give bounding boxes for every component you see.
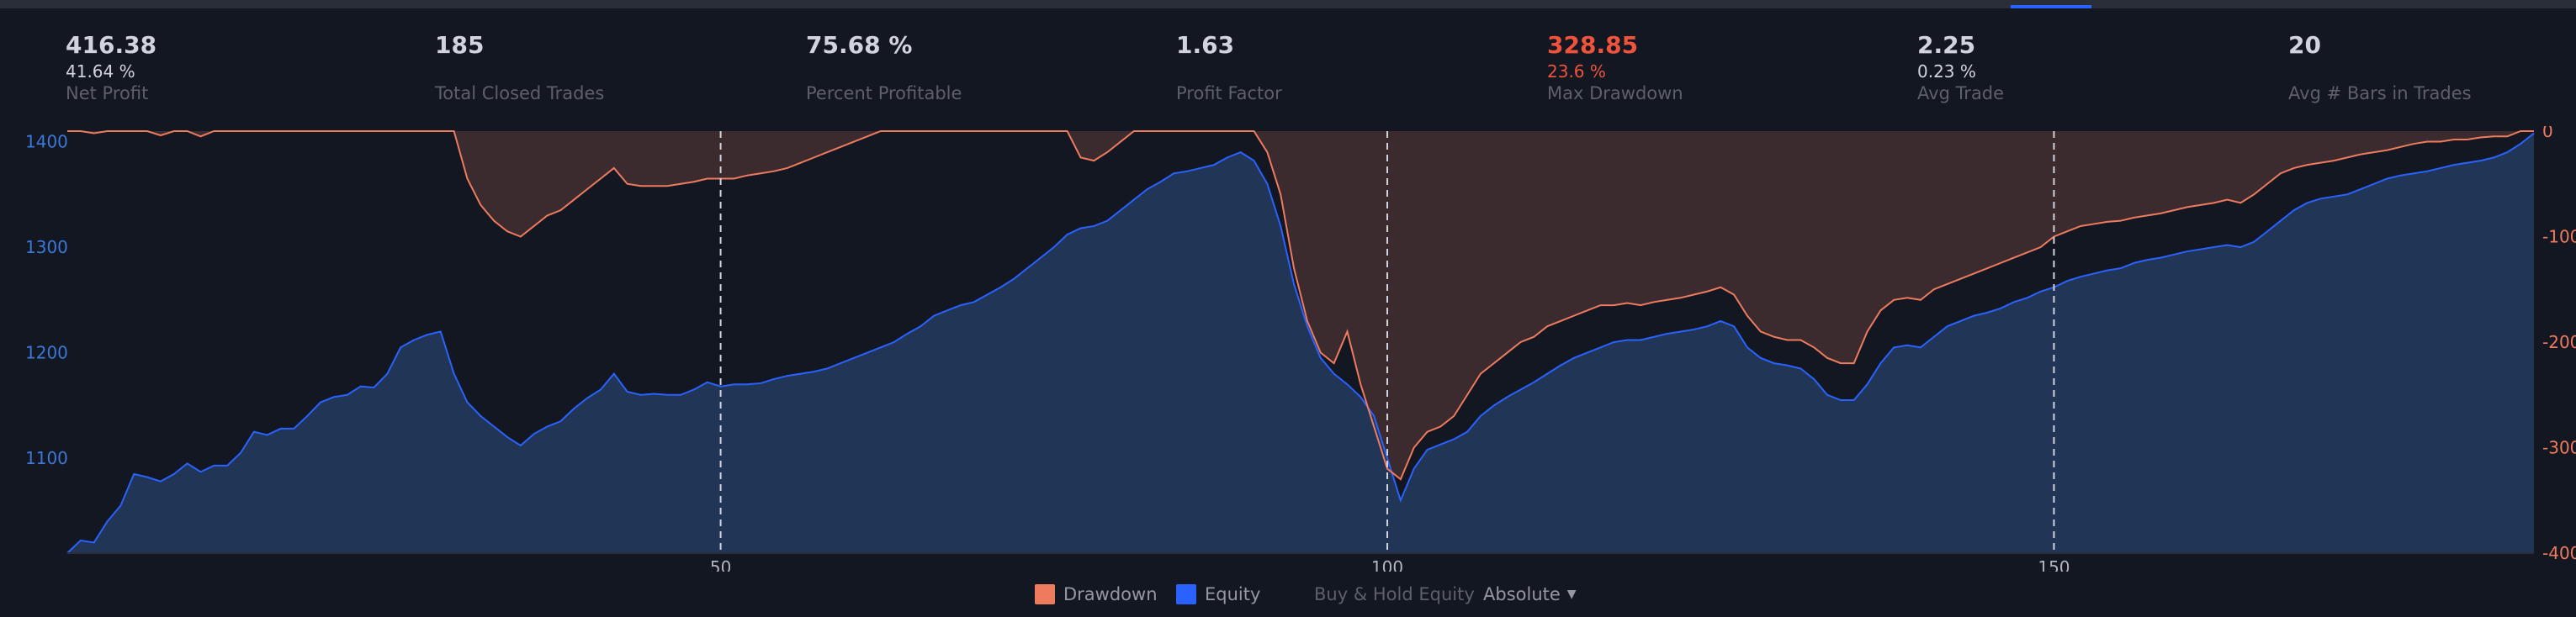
y-left-tick-label-1100: 1100	[25, 448, 68, 468]
stat-subvalue: 41.64 %	[66, 61, 135, 82]
legend-equity-label: Equity	[1205, 584, 1261, 604]
stat-value: 2.25	[1917, 31, 1976, 59]
stat-value: 328.85	[1547, 31, 1639, 59]
equity-line	[66, 132, 2535, 554]
legend-equity[interactable]: Equity	[1176, 582, 1260, 607]
y-left-tick-label-1200: 1200	[25, 343, 68, 363]
legend-buy-hold[interactable]: Buy & Hold Equity	[1314, 582, 1475, 607]
stat-label: Avg # Bars in Trades	[2288, 83, 2472, 103]
stat-value: 185	[435, 31, 485, 59]
y-right-tick-label--400: -400	[2542, 543, 2576, 563]
stat-value: 1.63	[1176, 31, 1235, 59]
legend-buy-hold-label: Buy & Hold Equity	[1314, 584, 1475, 604]
stat-subvalue	[806, 61, 962, 82]
stat-label: Percent Profitable	[806, 83, 962, 103]
drawdown-line	[67, 130, 2534, 481]
legend-item-equity[interactable]: Equity	[1176, 584, 1260, 604]
stat-label: Profit Factor	[1176, 83, 1282, 103]
equity-swatch	[1176, 584, 1196, 604]
chevron-down-icon: ▼	[1566, 588, 1577, 601]
x-tick-label-50: 50	[710, 557, 731, 572]
y-right-tick-label--300: -300	[2542, 438, 2576, 458]
stat-avg-trade: 2.25 0.23 % Avg Trade	[1917, 30, 2004, 104]
stat-net-profit: 416.38 41.64 % Net Profit	[66, 30, 156, 104]
stat-subvalue: 23.6 %	[1547, 61, 1606, 82]
scale-mode-select[interactable]: Absolute ▼	[1483, 584, 1577, 604]
y-right-tick-label--200: -200	[2542, 332, 2576, 352]
y-right-tick-label--100: -100	[2542, 227, 2576, 247]
active-tab-indicator	[2011, 5, 2091, 8]
stat-total-closed-trades: 185 Total Closed Trades	[435, 30, 604, 104]
drawdown-area	[67, 131, 2534, 480]
legend-item-buy-hold[interactable]: Buy & Hold Equity	[1314, 584, 1475, 604]
stat-label: Avg Trade	[1917, 83, 2005, 103]
y-left-tick-label-1400: 1400	[25, 132, 68, 152]
stat-percent-profitable: 75.68 % Percent Profitable	[806, 30, 962, 104]
scale-mode-label: Absolute	[1483, 584, 1561, 604]
stat-value: 20	[2288, 31, 2321, 59]
y-right-tick-label-0: 0	[2542, 126, 2553, 141]
stat-profit-factor: 1.63 Profit Factor	[1176, 30, 1282, 104]
stat-value: 75.68 %	[806, 31, 913, 59]
legend-drawdown-label: Drawdown	[1063, 584, 1158, 604]
legend-drawdown[interactable]: Drawdown	[1035, 582, 1158, 607]
equity-drawdown-chart[interactable]: 50 100 150 1100 1200 1300 1400 0 -100 -200 -300 -40…	[0, 126, 2576, 572]
stat-subvalue	[435, 61, 604, 82]
x-tick-label-150: 150	[2038, 557, 2070, 572]
top-tab-bar	[0, 0, 2576, 8]
equity-area	[67, 133, 2534, 553]
scale-mode-dropdown[interactable]: Absolute ▼	[1483, 582, 1577, 607]
stat-label: Total Closed Trades	[435, 83, 605, 103]
x-tick-label-100: 100	[1371, 557, 1403, 572]
stat-label: Max Drawdown	[1547, 83, 1683, 103]
stat-subvalue	[2288, 61, 2472, 82]
y-left-tick-label-1300: 1300	[25, 237, 68, 257]
stat-subvalue	[1176, 61, 1282, 82]
stat-value: 416.38	[66, 31, 157, 59]
drawdown-swatch	[1035, 584, 1055, 604]
stat-avg-bars-in-trades: 20 Avg # Bars in Trades	[2288, 30, 2472, 104]
stat-max-drawdown: 328.85 23.6 % Max Drawdown	[1547, 30, 1683, 104]
legend-item-drawdown[interactable]: Drawdown	[1035, 584, 1158, 604]
stat-subvalue: 0.23 %	[1917, 61, 1976, 82]
stat-label: Net Profit	[66, 83, 149, 103]
